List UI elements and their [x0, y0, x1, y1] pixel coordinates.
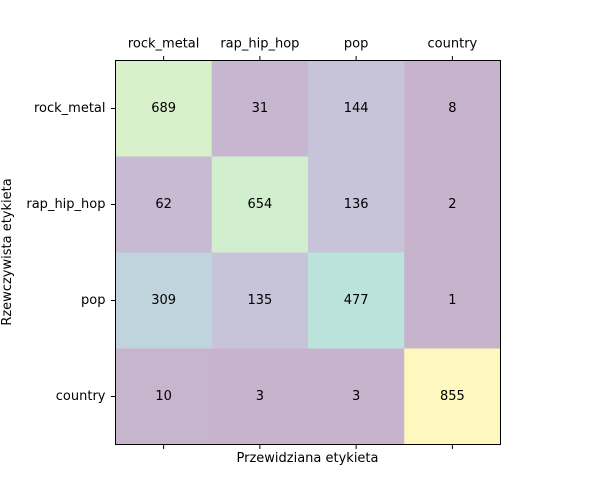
heatmap-cell-labels: 689 31 144 8 62 654 136 2 309 135 477 1 10 3 3 855	[151, 101, 465, 404]
cell-value-label: 654	[247, 197, 272, 212]
cell-value-label: 2	[448, 197, 456, 212]
heatmap-cells	[115, 60, 501, 445]
cell-value-label: 31	[252, 101, 269, 116]
heatmap-cell	[308, 156, 405, 253]
heatmap-cell	[404, 348, 501, 445]
heatmap-cell	[308, 252, 405, 349]
x-axis-label: Przewidziana etykieta	[236, 451, 378, 466]
heatmap-cell	[211, 252, 309, 349]
x-tick-label: country	[428, 37, 478, 52]
heatmap-cell	[115, 156, 213, 253]
cell-value-label: 477	[344, 293, 369, 308]
heatmap-cell	[404, 252, 501, 349]
cell-value-label: 10	[155, 389, 172, 404]
heatmap-cell	[115, 60, 213, 157]
y-axis-label: Rzewczywista etykieta	[0, 178, 15, 325]
heatmap-cell	[115, 252, 213, 349]
heatmap-cell	[308, 60, 405, 157]
x-tick-label: pop	[344, 37, 368, 52]
heatmap-cell	[211, 60, 309, 157]
y-tick-label: rap_hip_hop	[26, 197, 105, 212]
cell-value-label: 855	[440, 389, 465, 404]
heatmap-cell	[404, 60, 501, 157]
cell-value-label: 689	[151, 101, 176, 116]
cell-value-label: 1	[448, 293, 456, 308]
heatmap-cell	[404, 156, 501, 253]
x-tick-label: rock_metal	[128, 37, 200, 52]
cell-value-label: 62	[155, 197, 172, 212]
cell-value-label: 135	[247, 293, 272, 308]
x-tick-label: rap_hip_hop	[220, 37, 299, 52]
cell-value-label: 8	[448, 101, 456, 116]
y-tick-label: country	[56, 389, 106, 404]
plot-frame	[115, 60, 501, 445]
heatmap-cell	[115, 348, 213, 445]
cell-value-label: 136	[344, 197, 369, 212]
cell-value-label: 3	[256, 389, 264, 404]
y-tick-label: rock_metal	[34, 101, 106, 116]
y-tick-label: pop	[81, 293, 105, 308]
x-axis-ticks: rock_metal rap_hip_hop pop country	[128, 37, 478, 449]
heatmap-cell	[211, 156, 309, 253]
cell-value-label: 144	[344, 101, 369, 116]
heatmap-cell	[308, 348, 405, 445]
heatmap-cell	[211, 348, 309, 445]
cell-value-label: 309	[151, 293, 176, 308]
cell-value-label: 3	[352, 389, 360, 404]
